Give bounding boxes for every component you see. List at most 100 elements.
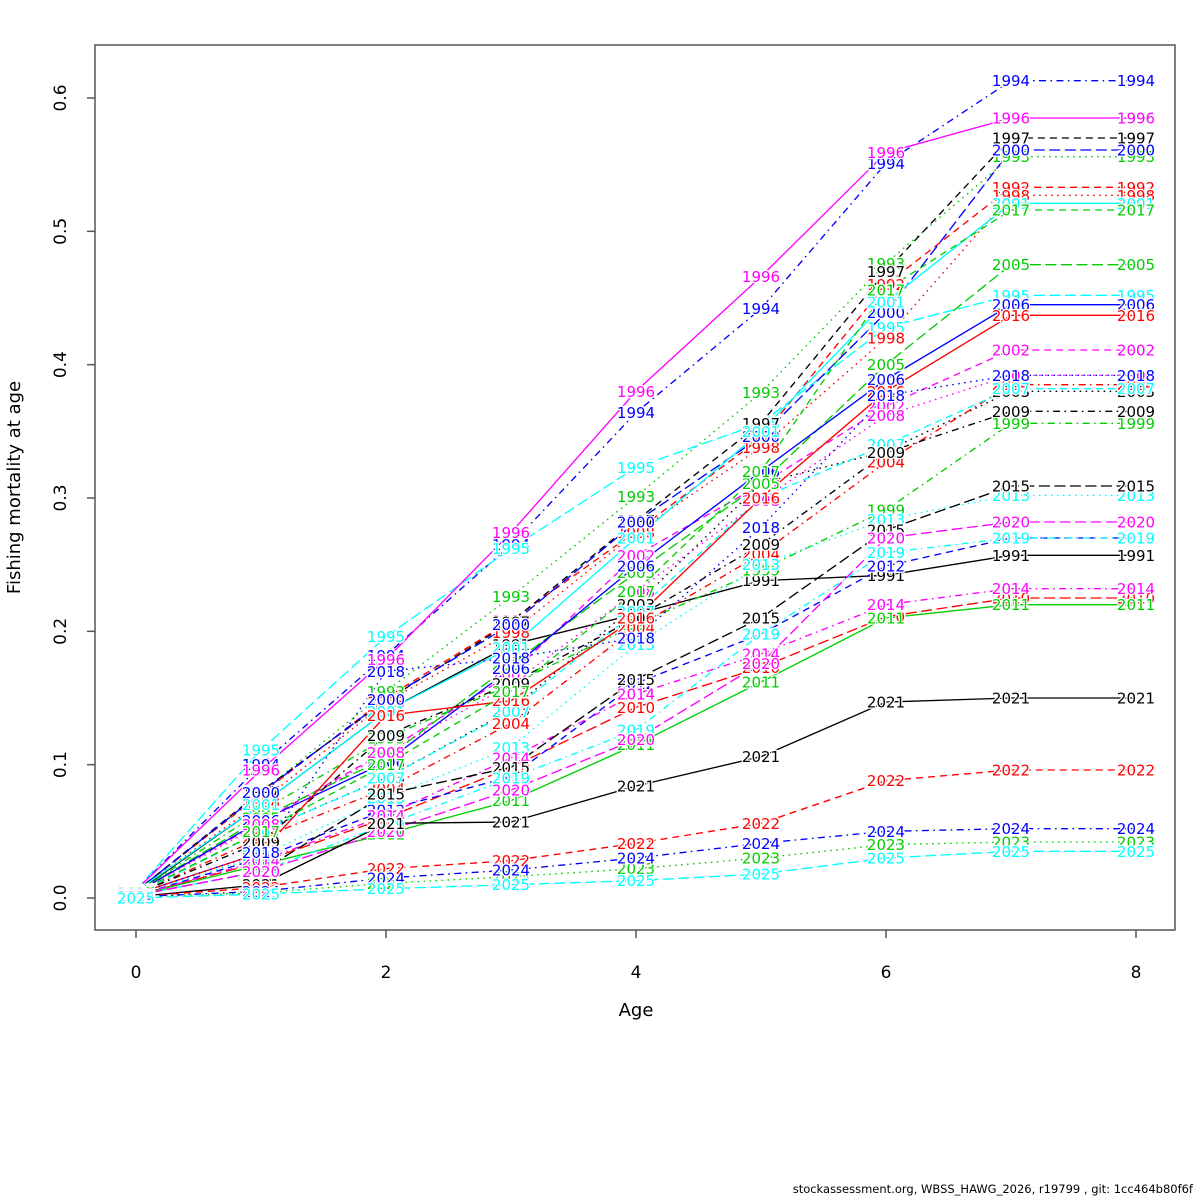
series-line-2017 (135, 209, 1136, 894)
point-label-2008: 2008 (617, 583, 655, 601)
point-label-2020: 2020 (242, 863, 280, 881)
point-label-2007: 2007 (867, 436, 905, 454)
point-label-2003: 2003 (117, 886, 155, 904)
point-label-2013: 2013 (617, 636, 655, 654)
point-label-2016: 2016 (492, 692, 530, 710)
point-label-2023: 2023 (492, 868, 530, 886)
point-label-2016: 2016 (117, 886, 155, 904)
point-label-2022: 2022 (742, 815, 780, 833)
point-label-2011: 2011 (617, 736, 655, 754)
point-label-2005: 2005 (367, 750, 405, 768)
point-label-2009: 2009 (867, 444, 905, 462)
point-label-1992: 1992 (242, 786, 280, 804)
point-label-2017: 2017 (117, 884, 155, 902)
point-label-1992: 1992 (992, 179, 1030, 197)
point-label-2006: 2006 (742, 463, 780, 481)
point-label-2001: 2001 (1117, 195, 1155, 213)
point-label-1993: 1993 (367, 683, 405, 701)
point-label-2007: 2007 (242, 823, 280, 841)
point-label-1992: 1992 (367, 690, 405, 708)
point-label-1992: 1992 (742, 430, 780, 448)
point-label-1995: 1995 (742, 415, 780, 433)
point-label-1997: 1997 (242, 783, 280, 801)
point-label-1998: 1998 (367, 694, 405, 712)
point-label-1992: 1992 (1117, 179, 1155, 197)
point-label-1999: 1999 (367, 730, 405, 748)
point-label-2008: 2008 (492, 676, 530, 694)
point-label-2008: 2008 (992, 367, 1030, 385)
point-label-2020: 2020 (992, 514, 1030, 532)
point-label-2012: 2012 (867, 558, 905, 576)
point-label-2025: 2025 (1117, 843, 1155, 861)
point-label-1996: 1996 (742, 268, 780, 286)
point-label-2017: 2017 (992, 202, 1030, 220)
point-label-2014: 2014 (867, 596, 905, 614)
point-label-2025: 2025 (867, 850, 905, 868)
point-label-2020: 2020 (1117, 514, 1155, 532)
point-label-2002: 2002 (867, 398, 905, 416)
point-label-2015: 2015 (492, 759, 530, 777)
point-label-1996: 1996 (617, 383, 655, 401)
point-label-2008: 2008 (117, 884, 155, 902)
point-label-1996: 1996 (492, 524, 530, 542)
point-label-2025: 2025 (992, 843, 1030, 861)
point-label-2009: 2009 (617, 610, 655, 628)
point-label-1995: 1995 (242, 742, 280, 760)
point-label-1995: 1995 (617, 459, 655, 477)
series-line-2023 (135, 841, 1136, 898)
point-label-2023: 2023 (992, 834, 1030, 852)
point-label-1995: 1995 (117, 882, 155, 900)
point-label-2001: 2001 (492, 639, 530, 657)
point-label-1993: 1993 (742, 384, 780, 402)
point-label-2004: 2004 (1117, 376, 1155, 394)
point-label-2005: 2005 (742, 475, 780, 493)
point-label-2012: 2012 (367, 802, 405, 820)
point-label-2006: 2006 (992, 296, 1030, 314)
point-label-2023: 2023 (867, 836, 905, 854)
point-label-2004: 2004 (492, 715, 530, 733)
point-label-2013: 2013 (992, 487, 1030, 505)
point-label-2009: 2009 (117, 886, 155, 904)
point-label-2006: 2006 (617, 558, 655, 576)
series-line-2006 (135, 303, 1136, 894)
point-label-1991: 1991 (742, 572, 780, 590)
point-label-2007: 2007 (117, 886, 155, 904)
point-label-2023: 2023 (117, 888, 155, 906)
point-label-1995: 1995 (992, 287, 1030, 305)
point-label-2000: 2000 (867, 304, 905, 322)
point-label-2013: 2013 (867, 511, 905, 529)
point-label-2000: 2000 (1117, 142, 1155, 160)
point-label-2002: 2002 (242, 814, 280, 832)
y-axis-tick-label: 0.2 (51, 618, 71, 645)
point-label-2022: 2022 (992, 762, 1030, 780)
point-label-2001: 2001 (367, 703, 405, 721)
point-label-2022: 2022 (367, 860, 405, 878)
point-label-2015: 2015 (367, 786, 405, 804)
series-line-2013 (135, 494, 1136, 896)
point-label-2014: 2014 (992, 580, 1030, 598)
point-label-2021: 2021 (242, 876, 280, 894)
point-label-1996: 1996 (867, 144, 905, 162)
y-axis-title: Fishing mortality at age (4, 381, 25, 594)
point-label-2019: 2019 (867, 544, 905, 562)
point-label-1996: 1996 (992, 110, 1030, 128)
point-label-2003: 2003 (1117, 383, 1155, 401)
point-label-1997: 1997 (1117, 130, 1155, 148)
point-label-2012: 2012 (117, 887, 155, 905)
point-label-2013: 2013 (492, 739, 530, 757)
y-axis-tick-label: 0.3 (51, 484, 71, 511)
series-line-1995 (135, 294, 1136, 891)
point-label-2007: 2007 (1117, 380, 1155, 398)
point-label-2016: 2016 (742, 490, 780, 508)
point-label-2006: 2006 (117, 884, 155, 902)
point-label-1994: 1994 (367, 647, 405, 665)
point-label-2014: 2014 (367, 807, 405, 825)
point-label-2023: 2023 (1117, 834, 1155, 852)
point-label-2002: 2002 (367, 743, 405, 761)
point-label-2003: 2003 (492, 702, 530, 720)
point-label-1992: 1992 (117, 883, 155, 901)
point-label-2025: 2025 (242, 886, 280, 904)
point-label-2024: 2024 (992, 820, 1030, 838)
point-label-2023: 2023 (242, 884, 280, 902)
